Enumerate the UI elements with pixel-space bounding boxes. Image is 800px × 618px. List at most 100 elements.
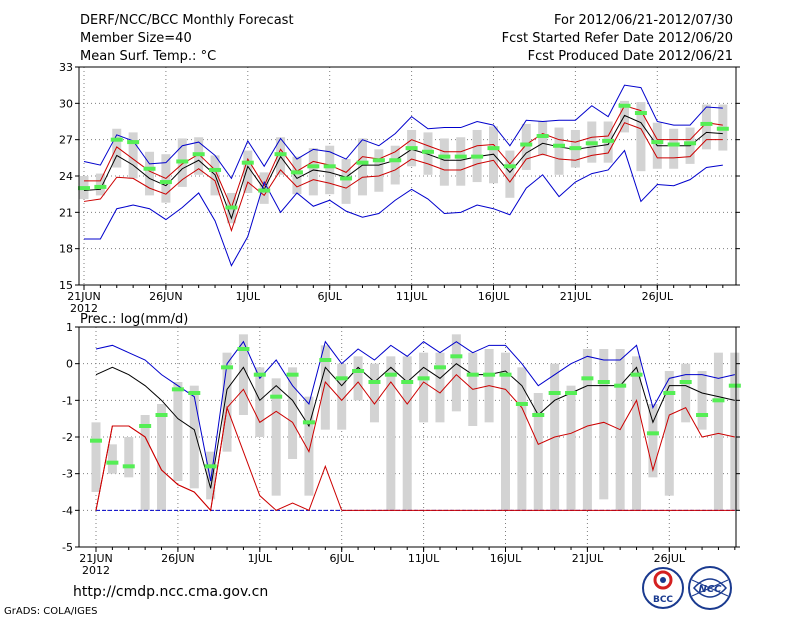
chart-title: DERF/NCC/BCC Monthly Forecast: [80, 13, 294, 28]
observed-marker: [503, 164, 516, 169]
fcst-started-date: Fcst Started Refer Date 2012/06/20: [502, 31, 733, 46]
observed-marker: [307, 164, 320, 169]
ensemble-box: [173, 382, 183, 481]
observed-marker: [585, 141, 598, 146]
ensemble-box: [140, 415, 150, 511]
observed-marker: [143, 166, 156, 171]
ensemble-box: [701, 104, 711, 150]
y-tick-label: -2: [62, 431, 73, 444]
observed-marker: [548, 391, 561, 395]
observed-marker: [696, 413, 709, 417]
x-tick-label: 26JUN: [161, 552, 195, 565]
ensemble-box: [730, 352, 740, 511]
observed-marker: [192, 152, 205, 157]
observed-marker: [155, 413, 168, 417]
x-tick-label: 21JUN: [67, 290, 101, 303]
ensemble-box: [271, 378, 281, 496]
ensemble-box: [505, 150, 515, 198]
observed-marker: [553, 143, 566, 148]
ensemble-box: [681, 363, 691, 423]
observed-marker: [450, 354, 463, 359]
ncc-logo-text: NCC: [698, 584, 722, 595]
observed-marker: [94, 184, 107, 189]
ensemble-box: [320, 345, 330, 430]
grads-credit: GrADS: COLA/IGES: [4, 606, 98, 617]
ensemble-box: [456, 137, 466, 186]
observed-marker: [225, 205, 238, 210]
ensemble-box: [189, 385, 199, 489]
observed-marker: [515, 402, 528, 406]
ensemble-box: [157, 404, 167, 511]
series-mean-line: [95, 363, 735, 489]
observed-marker: [536, 134, 549, 139]
ncc-logo: NCC: [688, 566, 732, 610]
ensemble-box: [669, 128, 679, 169]
ensemble-box: [341, 159, 351, 204]
x-tick-label: 26JUN: [149, 290, 183, 303]
observed-marker: [438, 154, 451, 159]
series-lower-tail-line: [95, 405, 343, 512]
observed-marker: [78, 186, 90, 191]
fcst-produced-date: Fcst Produced Date 2012/06/21: [528, 49, 733, 64]
ensemble-box: [439, 138, 449, 186]
ensemble-box: [451, 334, 461, 412]
observed-marker: [684, 141, 697, 146]
x-tick-label: 6JUL: [317, 290, 342, 303]
observed-marker: [356, 160, 369, 165]
observed-marker: [597, 380, 610, 384]
observed-marker: [188, 391, 201, 395]
observed-marker: [483, 372, 496, 377]
ensemble-box: [222, 352, 232, 452]
prec-panel-label: Prec.: log(mm/d): [80, 312, 188, 327]
x-tick-label: 1JUL: [248, 552, 273, 565]
observed-marker: [532, 413, 545, 417]
forecast-period: For 2012/06/21-2012/07/30: [554, 13, 733, 28]
bcc-logo-text: BCC: [653, 595, 673, 605]
ensemble-box: [554, 127, 564, 175]
ensemble-box: [419, 352, 429, 423]
y-tick-label: -4: [62, 504, 73, 517]
y-tick-label: -5: [62, 541, 73, 554]
ensemble-box: [517, 367, 527, 511]
x-year-label: 2012: [82, 564, 110, 577]
ensemble-box: [308, 148, 318, 196]
x-tick-label: 16JUL: [490, 552, 522, 565]
source-url[interactable]: http://cmdp.ncc.cma.gov.cn: [73, 584, 268, 600]
observed-marker: [241, 160, 254, 165]
ensemble-box: [632, 356, 642, 511]
observed-marker: [716, 126, 729, 131]
observed-marker: [286, 372, 299, 377]
observed-marker: [127, 140, 140, 145]
observed-marker: [614, 383, 627, 388]
ensemble-box: [112, 128, 122, 168]
ensemble-box: [402, 356, 412, 511]
observed-marker: [646, 431, 659, 436]
ensemble-box: [292, 156, 302, 195]
ensemble-box: [533, 393, 543, 511]
ensemble-box: [255, 367, 265, 437]
observed-marker: [335, 376, 348, 381]
x-tick-label: 6JUL: [329, 552, 354, 565]
series-lower-spread-line: [83, 122, 723, 233]
ensemble-box: [713, 352, 723, 511]
observed-marker: [630, 372, 643, 377]
ensemble-box: [697, 371, 707, 430]
observed-marker: [401, 380, 414, 384]
observed-marker: [384, 372, 397, 377]
observed-marker: [171, 387, 184, 392]
observed-marker: [319, 358, 332, 362]
observed-marker: [204, 464, 217, 469]
ensemble-box: [238, 334, 248, 415]
y-tick-label: 33: [59, 61, 73, 74]
observed-marker: [454, 154, 467, 159]
ensemble-box: [91, 422, 101, 492]
observed-marker: [520, 142, 533, 147]
y-tick-label: -3: [62, 468, 73, 481]
observed-marker: [433, 365, 446, 370]
ensemble-box: [107, 444, 117, 474]
x-tick-label: 1JUL: [236, 290, 261, 303]
observed-marker: [728, 383, 741, 388]
series-max-line: [95, 340, 735, 482]
observed-marker: [471, 154, 484, 159]
observed-marker: [663, 391, 676, 395]
